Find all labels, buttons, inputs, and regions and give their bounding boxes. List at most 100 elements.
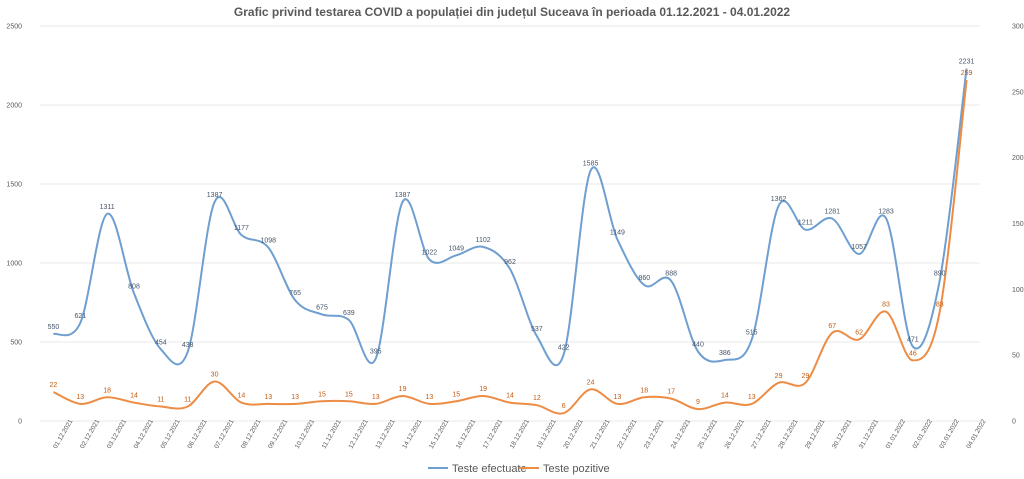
data-label: 259	[961, 70, 973, 77]
x-tick-label: 13.12.2021	[374, 418, 397, 450]
x-tick-label: 06.12.2021	[186, 418, 209, 450]
data-label: 18	[103, 387, 111, 394]
x-tick-label: 26.12.2021	[724, 418, 747, 450]
data-label: 19	[479, 386, 487, 393]
x-tick-label: 25.12.2021	[697, 418, 720, 450]
left-tick-label: 0	[18, 419, 22, 426]
x-axis-ticks: 01.12.2021 02.12.2021 03.12.2021 04.12.2021…	[52, 418, 988, 450]
data-label: 438	[182, 342, 194, 349]
x-tick-label: 01.01.2022	[885, 418, 908, 450]
x-tick-label: 28.12.2021	[777, 418, 800, 450]
right-axis-ticks: 0 50 100 150 200 250 300	[1012, 24, 1024, 426]
x-tick-label: 21.12.2021	[589, 418, 612, 450]
data-label: 12	[533, 395, 541, 402]
data-label: 386	[719, 350, 731, 357]
data-label: 14	[130, 393, 138, 400]
data-label: 888	[665, 271, 677, 278]
x-tick-label: 30.12.2021	[831, 418, 854, 450]
data-label: 29	[775, 373, 783, 380]
data-label: 1102	[476, 237, 491, 244]
data-label: 1387	[207, 192, 223, 199]
data-label: 1177	[234, 225, 249, 232]
data-label: 1585	[583, 161, 599, 168]
x-tick-label: 31.12.2021	[858, 418, 881, 450]
data-label: 15	[345, 391, 353, 398]
data-label: 13	[614, 394, 622, 401]
data-label: 13	[426, 394, 434, 401]
x-tick-label: 24.12.2021	[670, 418, 693, 450]
x-tick-label: 22.12.2021	[616, 418, 639, 450]
left-tick-label: 2000	[6, 103, 22, 110]
data-label: 1098	[260, 238, 276, 245]
data-label: 15	[452, 391, 460, 398]
data-label: 422	[558, 344, 570, 351]
data-label: 15	[318, 391, 326, 398]
right-tick-label: 250	[1012, 89, 1024, 96]
data-label: 13	[76, 394, 84, 401]
right-tick-label: 300	[1012, 24, 1024, 31]
data-label: 1211	[798, 220, 813, 227]
x-tick-label: 15.12.2021	[428, 418, 451, 450]
x-tick-label: 03.12.2021	[106, 418, 129, 450]
data-label: 11	[157, 397, 164, 404]
grid-lines	[40, 25, 980, 422]
series-lines	[52, 68, 968, 415]
data-label: 1311	[100, 204, 115, 211]
left-tick-label: 2500	[6, 24, 22, 31]
series-line-teste-pozitive	[52, 79, 968, 415]
x-tick-label: 29.12.2021	[804, 418, 827, 450]
x-tick-label: 09.12.2021	[267, 418, 290, 450]
data-label: 24	[587, 379, 595, 386]
data-label: 2231	[959, 59, 975, 66]
data-label: 962	[504, 259, 516, 266]
data-label: 17	[667, 389, 675, 396]
data-label: 14	[506, 393, 514, 400]
data-label: 9	[696, 399, 700, 406]
left-tick-label: 1500	[6, 182, 22, 189]
x-tick-label: 27.12.2021	[750, 418, 773, 450]
data-label: 14	[721, 393, 729, 400]
x-tick-label: 12.12.2021	[348, 418, 371, 450]
data-label: 30	[211, 372, 219, 379]
data-label: 62	[855, 329, 863, 336]
x-tick-label: 01.12.2021	[52, 418, 75, 450]
data-label: 639	[343, 310, 355, 317]
x-tick-label: 19.12.2021	[536, 418, 559, 450]
data-label: 860	[638, 275, 650, 282]
legend-label-teste-pozitive: Teste pozitive	[543, 463, 610, 475]
data-label: 1022	[422, 250, 438, 257]
data-label: 621	[74, 313, 86, 320]
data-label: 19	[399, 386, 407, 393]
data-label: 515	[746, 330, 758, 337]
data-label: 11	[184, 397, 191, 404]
data-label: 46	[909, 350, 917, 357]
data-label: 1387	[395, 192, 411, 199]
right-tick-label: 200	[1012, 155, 1024, 162]
data-label: 454	[155, 339, 167, 346]
chart-title: Grafic privind testarea COVID a populați…	[234, 5, 791, 19]
right-tick-label: 0	[1012, 419, 1016, 426]
x-tick-label: 02.12.2021	[79, 418, 102, 450]
data-label: 22	[50, 382, 58, 389]
legend: Teste efectuate Teste pozitive	[428, 463, 610, 475]
x-tick-label: 08.12.2021	[240, 418, 263, 450]
series-line-teste-efectuate	[53, 68, 968, 367]
data-label: 13	[264, 394, 272, 401]
x-tick-label: 11.12.2021	[321, 418, 343, 450]
data-label: 471	[907, 337, 919, 344]
x-tick-label: 18.12.2021	[509, 418, 532, 450]
left-tick-label: 1000	[6, 261, 22, 268]
right-tick-label: 100	[1012, 287, 1024, 294]
data-label: 1149	[610, 229, 625, 236]
data-label: 6	[562, 403, 566, 410]
data-label: 675	[316, 304, 328, 311]
x-tick-label: 02.01.2022	[912, 418, 935, 450]
data-label: 1283	[878, 208, 894, 215]
data-label: 550	[48, 324, 60, 331]
data-label: 13	[372, 394, 380, 401]
data-label: 83	[882, 302, 890, 309]
x-tick-label: 07.12.2021	[213, 418, 236, 450]
x-tick-label: 23.12.2021	[643, 418, 666, 450]
data-label: 14	[238, 393, 246, 400]
data-label: 1362	[771, 196, 787, 203]
